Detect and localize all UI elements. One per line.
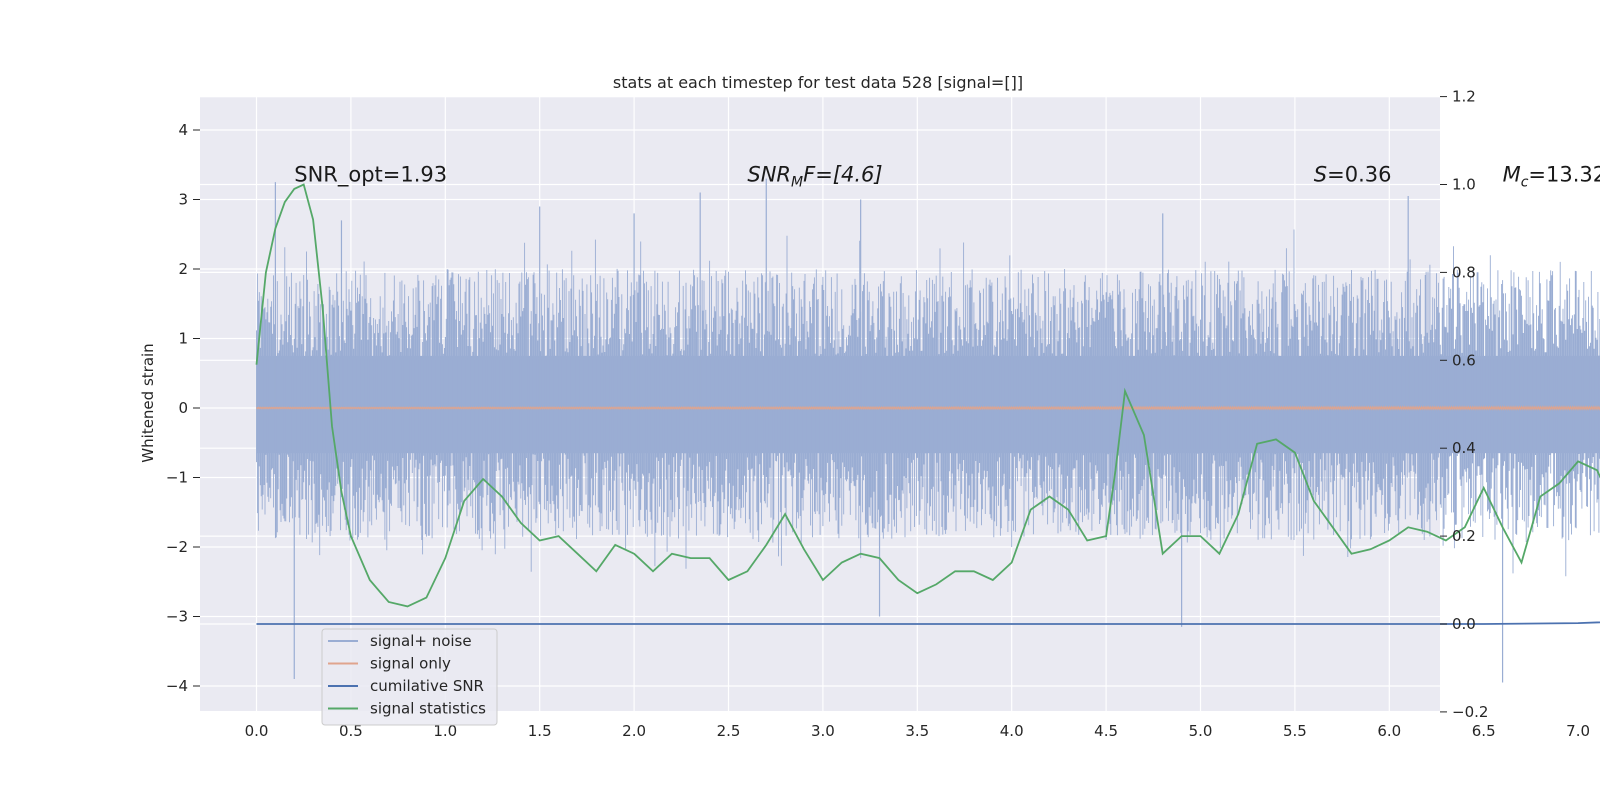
annotation-symbol: S [1314,163,1327,187]
y-axis-label: Whitened strain [139,343,157,462]
noise-trace [256,229,1600,577]
x-tick-label: 1.0 [433,722,457,740]
x-tick-label: 0.0 [245,722,269,740]
y-tick-label: 2 [178,260,188,278]
legend-box [321,628,498,726]
legend-label: cumilative SNR [370,677,484,695]
annotations: SNR_opt=1.93SNRMF=[4.6]S=0.36Mc=13.32CSN… [294,163,1600,191]
y2-tick-label: 0.8 [1452,263,1476,281]
annotation-subscript: c [1521,175,1529,191]
y-tick-label: 4 [178,121,188,139]
x-tick-label: 5.5 [1283,722,1307,740]
x-tick-label: 2.0 [622,722,646,740]
x-tick-label: 6.0 [1377,722,1401,740]
x-tick-label: 3.0 [811,722,835,740]
annotation-mc: Mc=13.32 [1503,163,1600,191]
y2-tick-label: 1.0 [1452,176,1476,194]
right-axis-series [255,183,1600,625]
chart-title: stats at each timestep for test data 528… [613,73,1023,92]
annotation-value: F=[4.6] [803,163,882,187]
x-tick-label: 2.5 [717,722,741,740]
x-tick-label: 7.0 [1566,722,1590,740]
axis-ticks: 0.0 0.5 1.0 1.5 2.0 2.5 3.0 3.5 4.0 4.5 5.0 5.5 6.0 6… [166,88,1590,740]
annotation-value: =0.36 [1327,163,1391,187]
signal-only-series [256,405,1600,411]
x-tick-label: 3.5 [905,722,929,740]
annotation-value: =13.32 [1528,163,1600,187]
signal-only-line [256,405,1600,411]
legend-label: signal+ noise [370,632,472,650]
legend: signal+ noise signal only cumilative SNR si… [321,628,498,726]
y2-tick-label: 0.0 [1452,615,1476,633]
legend-label: signal statistics [370,700,486,718]
y-tick-label: −4 [166,677,188,695]
signal-noise-series [256,178,1600,683]
y2-tick-label: 1.2 [1452,88,1476,106]
annotation-subscript: M [791,175,803,191]
annotation-symbol: SNR [747,163,791,187]
y-tick-label: 0 [178,399,188,417]
y2-tick-label: 0.4 [1452,439,1476,457]
annotation-snr_opt: SNR_opt=1.93 [294,163,447,188]
x-tick-label: 5.0 [1189,722,1213,740]
y-tick-label: 3 [178,191,188,209]
y-tick-label: 1 [178,330,188,348]
x-tick-label: 0.5 [339,722,363,740]
y2-tick-label: −0.2 [1452,703,1488,721]
annotation-symbol: M [1503,163,1521,187]
x-tick-label: 1.5 [528,722,552,740]
y2-tick-label: 0.6 [1452,351,1476,369]
y-tick-label: −1 [166,469,188,487]
y-tick-label: −2 [166,538,188,556]
y-tick-label: −3 [166,608,188,626]
legend-label: signal only [370,655,451,673]
x-tick-label: 4.0 [1000,722,1024,740]
y2-tick-label: 0.2 [1452,527,1476,545]
x-tick-label: 4.5 [1094,722,1118,740]
annotation-s: S=0.36 [1314,163,1392,187]
annotation-snr_mf: SNRMF=[4.6] [747,163,882,191]
signal-statistics-line [255,183,1600,608]
x-tick-label: 6.5 [1472,722,1496,740]
